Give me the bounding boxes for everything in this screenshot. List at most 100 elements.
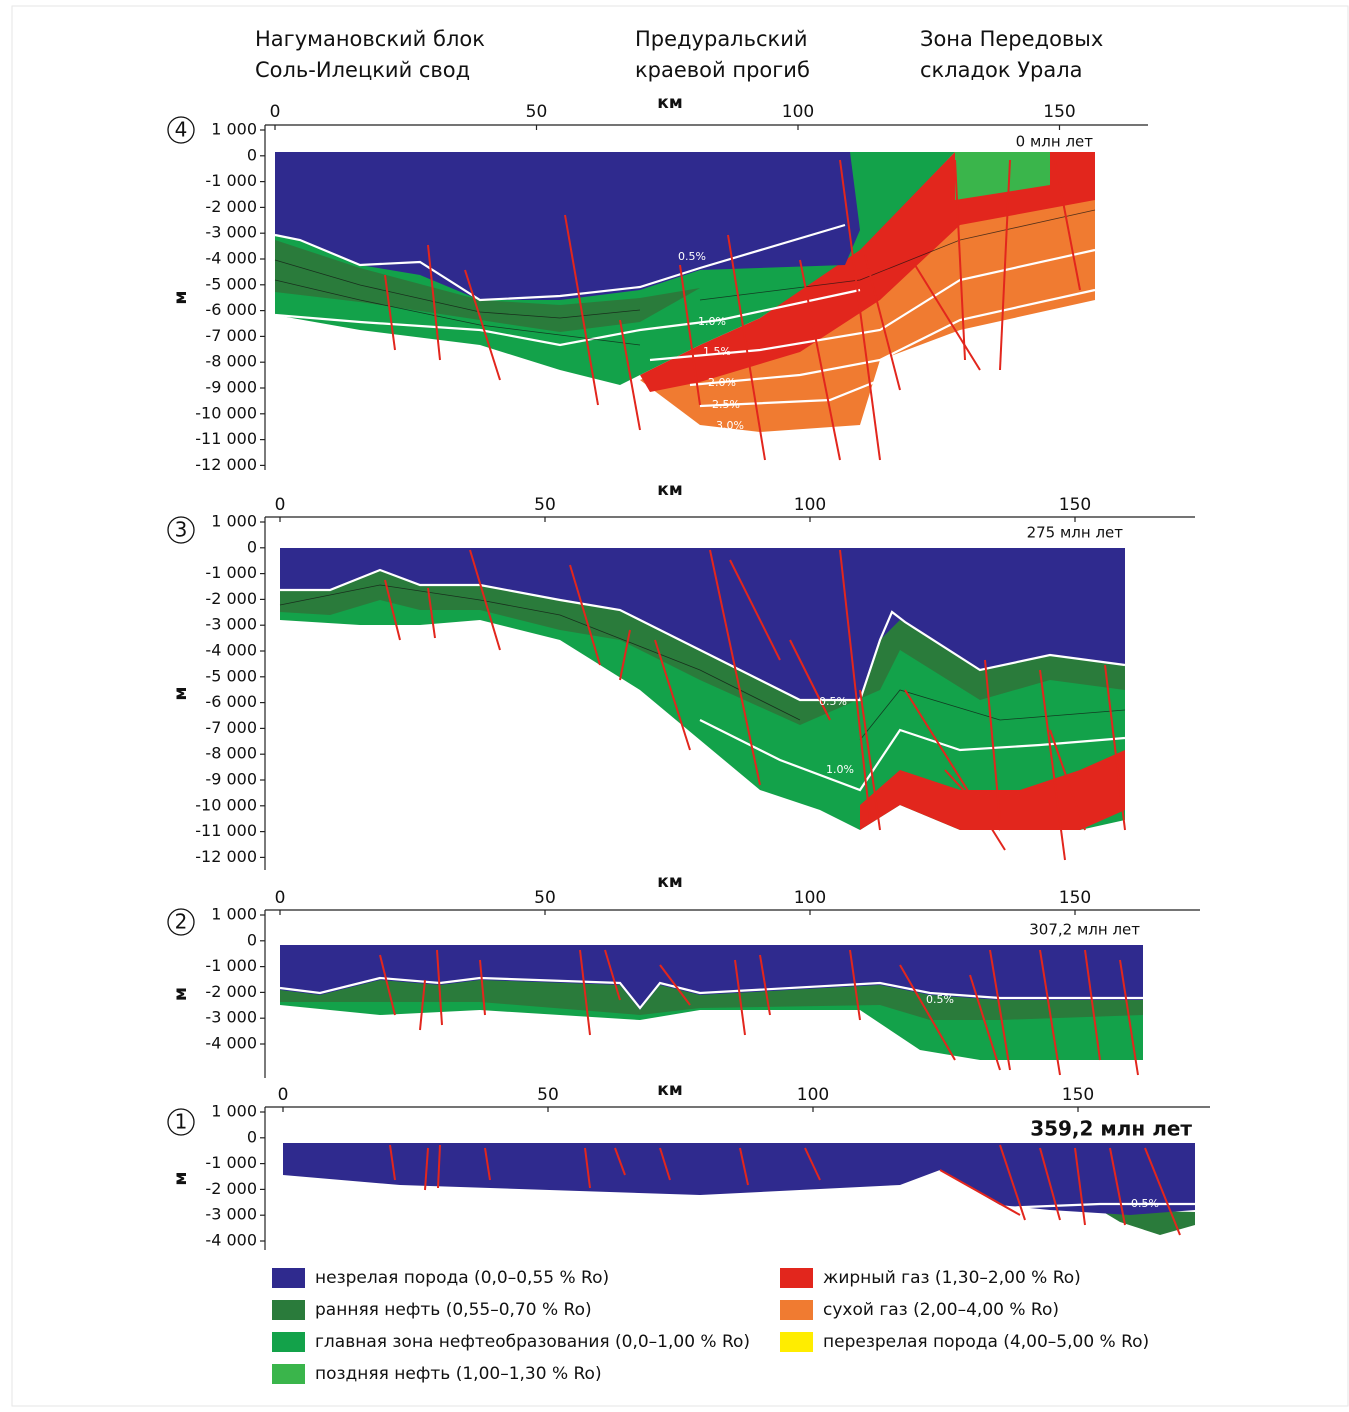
y-axis-label: м: [171, 1172, 191, 1186]
y-tick-label: -4 000: [205, 1034, 257, 1053]
x-tick-label: 150: [1059, 888, 1091, 908]
isoline-label: 0.5%: [678, 250, 706, 263]
y-tick-label: -7 000: [205, 326, 257, 345]
x-tick-label: 0: [275, 495, 286, 515]
y-tick-label: -4 000: [205, 249, 257, 268]
y-tick-label: -5 000: [205, 666, 257, 685]
y-tick-label: 0: [247, 930, 257, 949]
region-label: Нагумановский блок: [255, 27, 485, 51]
panel-number: 2: [175, 910, 188, 934]
y-tick-label: -9 000: [205, 770, 257, 789]
y-tick-label: -9 000: [205, 378, 257, 397]
y-tick-label: -4 000: [205, 1231, 257, 1250]
y-tick-label: -1 000: [205, 563, 257, 582]
x-tick-label: 50: [534, 495, 556, 515]
y-tick-label: 0: [247, 145, 257, 164]
y-tick-label: -8 000: [205, 744, 257, 763]
y-tick-label: -3 000: [205, 1008, 257, 1027]
legend-label: перезрелая порода (4,00–5,00 % Ro): [823, 1332, 1149, 1352]
age-label: 307,2 млн лет: [1029, 921, 1140, 939]
legend-label: поздняя нефть (1,00–1,30 % Ro): [315, 1364, 602, 1384]
y-tick-label: 1 000: [211, 120, 257, 139]
x-tick-label: 100: [794, 495, 826, 515]
y-tick-label: -2 000: [205, 589, 257, 608]
legend-swatch: [780, 1268, 813, 1288]
legend-label: незрелая порода (0,0–0,55 % Ro): [315, 1268, 609, 1288]
x-tick-label: 150: [1043, 102, 1075, 122]
x-tick-label: 100: [782, 102, 814, 122]
x-tick-label: 50: [526, 102, 548, 122]
x-tick-label: 0: [275, 888, 286, 908]
y-tick-label: -12 000: [195, 847, 257, 866]
isoline-label: 0.5%: [819, 695, 847, 708]
y-tick-label: -1 000: [205, 1153, 257, 1172]
legend-label: ранняя нефть (0,55–0,70 % Ro): [315, 1300, 592, 1320]
x-tick-label: 100: [794, 888, 826, 908]
figure: Нагумановский блок Соль-Илецкий свод Преду…: [0, 0, 1349, 1408]
legend-swatch: [272, 1300, 305, 1320]
x-tick-label: 150: [1059, 495, 1091, 515]
region-label: складок Урала: [920, 58, 1083, 82]
panel-number: 3: [175, 518, 188, 542]
y-tick-label: -2 000: [205, 197, 257, 216]
y-tick-label: -5 000: [205, 274, 257, 293]
isoline-label: 0.5%: [1131, 1197, 1159, 1210]
isoline-label: 2.5%: [712, 398, 740, 411]
region-label: Предуральский: [635, 27, 808, 51]
y-tick-label: -12 000: [195, 455, 257, 474]
y-tick-label: -11 000: [195, 821, 257, 840]
y-tick-label: -3 000: [205, 615, 257, 634]
y-tick-label: -1 000: [205, 956, 257, 975]
y-tick-label: 0: [247, 537, 257, 556]
x-axis-label: км: [657, 93, 682, 113]
y-tick-label: -8 000: [205, 352, 257, 371]
y-tick-label: 0: [247, 1127, 257, 1146]
x-tick-label: 150: [1062, 1085, 1094, 1105]
y-axis-label: м: [171, 687, 191, 701]
y-tick-label: -2 000: [205, 1179, 257, 1198]
legend-label: главная зона нефтеобразования (0,0–1,00 …: [315, 1332, 750, 1352]
age-label: 275 млн лет: [1027, 524, 1124, 542]
isoline-label: 1.0%: [826, 763, 854, 776]
panel-number: 1: [175, 1110, 188, 1134]
x-axis-label: км: [657, 1080, 682, 1100]
x-tick-label: 50: [534, 888, 556, 908]
x-tick-label: 100: [797, 1085, 829, 1105]
region-label: Соль-Илецкий свод: [255, 58, 470, 82]
y-tick-label: -10 000: [195, 795, 257, 814]
region-label: Зона Передовых: [920, 27, 1103, 51]
y-tick-label: -11 000: [195, 429, 257, 448]
y-tick-label: -3 000: [205, 1205, 257, 1224]
legend-swatch: [780, 1332, 813, 1352]
y-tick-label: -4 000: [205, 641, 257, 660]
age-label: 0 млн лет: [1016, 133, 1094, 151]
y-tick-label: -6 000: [205, 692, 257, 711]
y-tick-label: -10 000: [195, 403, 257, 422]
legend-label: жирный газ (1,30–2,00 % Ro): [823, 1268, 1081, 1288]
region-label: краевой прогиб: [635, 58, 810, 82]
x-tick-label: 0: [270, 102, 281, 122]
y-tick-label: 1 000: [211, 512, 257, 531]
y-tick-label: -1 000: [205, 171, 257, 190]
legend-swatch: [272, 1332, 305, 1352]
legend-swatch: [272, 1364, 305, 1384]
y-tick-label: -2 000: [205, 982, 257, 1001]
panel-number: 4: [175, 118, 188, 142]
y-tick-label: -3 000: [205, 223, 257, 242]
legend-swatch: [780, 1300, 813, 1320]
x-tick-label: 0: [278, 1085, 289, 1105]
y-tick-label: -7 000: [205, 718, 257, 737]
x-axis-label: км: [657, 480, 682, 500]
x-axis-label: км: [657, 872, 682, 892]
age-label: 359,2 млн лет: [1030, 1117, 1192, 1141]
y-tick-label: 1 000: [211, 1102, 257, 1121]
isoline-label: 3.0%: [716, 419, 744, 432]
legend-swatch: [272, 1268, 305, 1288]
legend-label: сухой газ (2,00–4,00 % Ro): [823, 1300, 1059, 1320]
isoline-label: 1.0%: [698, 315, 726, 328]
y-tick-label: -6 000: [205, 300, 257, 319]
x-tick-label: 50: [537, 1085, 559, 1105]
isoline-label: 2.0%: [708, 376, 736, 389]
y-axis-label: м: [171, 291, 191, 305]
isoline-label: 0.5%: [926, 993, 954, 1006]
